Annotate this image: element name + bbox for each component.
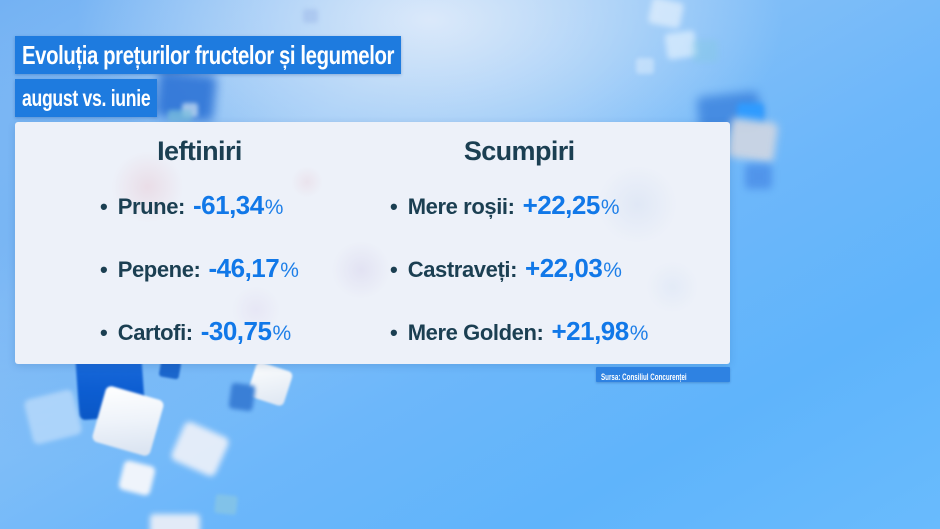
item-value: -46,17 [208,253,280,283]
cube-decoration [23,388,83,446]
column-ieftiniri: Ieftiniri • Prune: -61,34% • Pepene: -46,17%… [15,122,372,364]
bullet-icon: • [390,257,398,282]
cube-decoration [169,420,231,478]
item-unit: % [272,322,292,345]
item-label: Mere roșii: [407,194,515,219]
cube-decoration [168,110,192,122]
bullet-icon: • [390,320,398,345]
item-unit: % [600,196,620,219]
bullet-icon: • [100,320,108,345]
cube-decoration [692,40,718,62]
price-list-ieftiniri: • Prune: -61,34% • Pepene: -46,17% • Cartofi:… [100,188,299,353]
subtitle-text: august vs. iunie [22,85,151,111]
item-label: Castraveți: [407,257,518,282]
cube-decoration [636,58,654,74]
item-unit: % [629,322,649,345]
item-value: -61,34 [192,190,264,220]
list-item: • Pepene: -46,17% [100,251,299,290]
source-text: Sursa: Consiliul Concurenței [601,372,688,382]
column-heading-ieftiniri: Ieftiniri [157,136,242,166]
cube-decoration [726,116,779,164]
subtitle-banner: august vs. iunie [15,79,157,117]
bullet-icon: • [100,194,108,219]
list-item: • Castraveți: +22,03% [390,251,648,290]
item-value: +21,98 [551,316,629,346]
list-item: • Mere roșii: +22,25% [390,188,648,227]
cube-decoration [647,0,685,30]
cube-decoration [117,459,157,497]
item-label: Pepene: [117,257,201,282]
data-panel: Ieftiniri • Prune: -61,34% • Pepene: -46,17%… [15,122,730,364]
item-label: Cartofi: [117,320,193,345]
cube-decoration [228,382,256,412]
list-item: • Mere Golden: +21,98% [390,314,648,353]
title-banner: Evoluția prețurilor fructelor și legumel… [15,36,401,74]
source-badge: Sursa: Consiliul Concurenței [596,367,730,382]
item-value: -30,75 [200,316,272,346]
column-heading-scumpiri: Scumpiri [463,136,575,166]
bullet-icon: • [100,257,108,282]
bullet-icon: • [390,194,398,219]
cube-decoration [745,164,772,189]
column-scumpiri: Scumpiri • Mere roșii: +22,25% • Castraveți… [372,122,730,364]
price-list-scumpiri: • Mere roșii: +22,25% • Castraveți: +22,03% … [390,188,648,353]
list-item: • Cartofi: -30,75% [100,314,299,353]
page-title: Evoluția prețurilor fructelor și legumel… [22,40,394,70]
item-value: +22,25 [522,190,601,220]
item-unit: % [280,259,299,282]
cube-decoration [303,9,318,23]
cube-decoration [150,514,200,529]
item-label: Prune: [117,194,186,219]
item-label: Mere Golden: [407,320,544,345]
item-unit: % [264,196,284,219]
item-unit: % [603,259,622,282]
cube-decoration [214,493,238,516]
list-item: • Prune: -61,34% [100,188,299,227]
item-value: +22,03 [525,253,603,283]
